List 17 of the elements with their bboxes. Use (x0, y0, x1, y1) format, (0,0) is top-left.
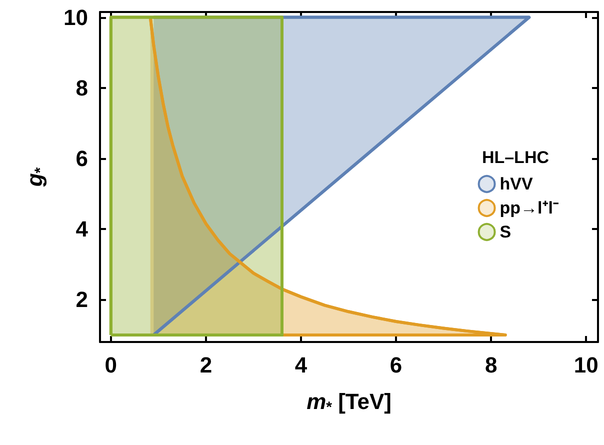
y-tick-label: 8 (76, 75, 88, 100)
y-tick-label: 10 (64, 4, 88, 30)
x-tick-label: 6 (390, 352, 402, 378)
y-tick-label: 2 (76, 287, 88, 312)
legend-title: HL–LHC (482, 148, 550, 167)
legend-label: S (500, 222, 512, 242)
x-tick-label: 0 (104, 352, 118, 378)
x-axis-title: m* [TeV] (306, 389, 392, 416)
x-tick-label: 4 (294, 352, 308, 378)
y-tick-label: 6 (76, 146, 88, 171)
x-tick-label: 8 (484, 352, 498, 378)
y-axis-title: g* (22, 167, 49, 188)
y-tick-label: 4 (76, 216, 89, 242)
legend-label: hVV (500, 174, 534, 194)
x-tick-label: 10 (574, 352, 598, 378)
legend-label: pp→l⁺l⁻ (500, 198, 560, 218)
x-tick-label: 2 (200, 352, 212, 378)
